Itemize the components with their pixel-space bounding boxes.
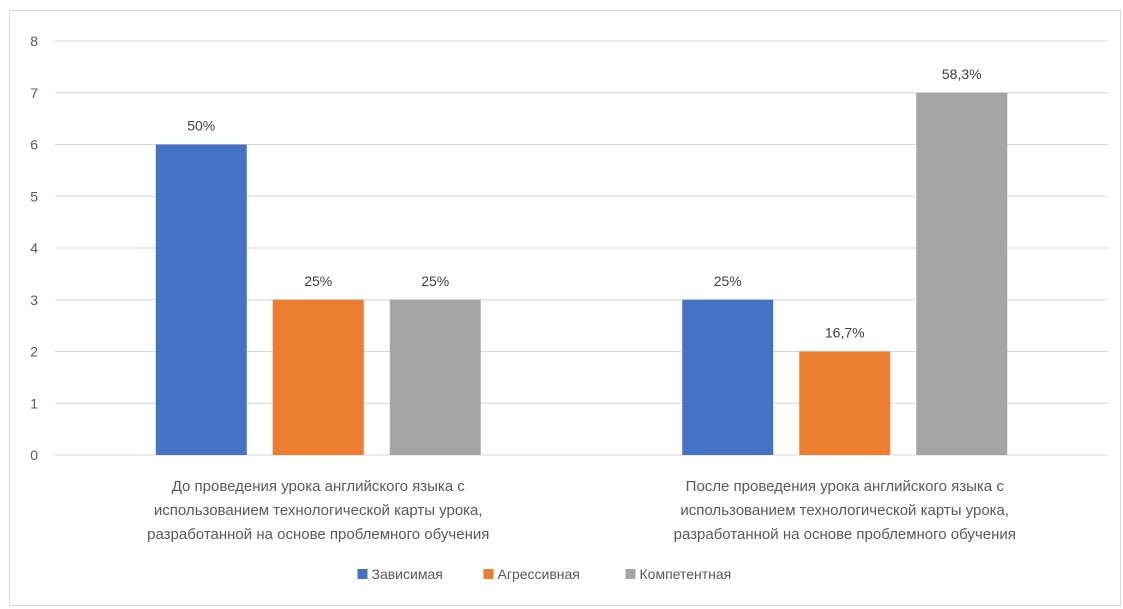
bar [272,299,364,455]
bar [389,299,481,455]
x-category-line: До проведения урока английского языка с [172,478,466,495]
data-label: 25% [421,273,449,289]
y-tick-label: 7 [30,85,38,101]
bar [682,299,774,455]
y-tick-label: 8 [30,33,38,49]
y-tick-label: 0 [30,447,38,463]
x-category-line: разработанной на основе проблемного обуч… [147,526,489,543]
data-label: 50% [187,118,215,134]
legend: Зависимая Агрессивная Компетентная [357,566,732,582]
x-category-line: После проведения урока английского языка… [686,478,1005,495]
y-tick-label: 2 [30,344,38,360]
x-category-line: разработанной на основе проблемного обуч… [674,526,1016,543]
legend-label: Агрессивная [498,566,580,582]
data-labels: 50% 25% 25% 16,7% 25% 58,3% [187,66,981,341]
x-category-label: После проведения урока английского языка… [674,478,1016,543]
chart-border [9,10,1121,606]
x-category-line: использованием технологической карты уро… [680,502,1009,519]
x-category-line: использованием технологической карты уро… [154,502,483,519]
legend-swatch [625,569,636,579]
legend-swatch [483,569,494,579]
y-tick-label: 5 [30,188,38,204]
legend-swatch [357,569,368,579]
legend-label: Компетентная [640,566,732,582]
x-axis-categories: До проведения урока английского языка с и… [147,478,1016,543]
y-tick-label: 1 [30,395,38,411]
y-axis-ticks: 0 1 2 3 4 5 6 7 8 [30,33,38,463]
data-label: 25% [304,273,332,289]
bars [155,92,1008,455]
bar [799,351,891,455]
bar [916,92,1008,455]
y-tick-label: 6 [30,137,38,153]
x-category-label: До проведения урока английского языка с и… [147,478,489,543]
y-tick-label: 4 [30,240,38,256]
y-tick-label: 3 [30,292,38,308]
data-label: 16,7% [825,325,865,341]
data-label: 58,3% [942,66,982,82]
bar [155,144,247,455]
data-label: 25% [714,273,742,289]
legend-label: Зависимая [372,566,443,582]
